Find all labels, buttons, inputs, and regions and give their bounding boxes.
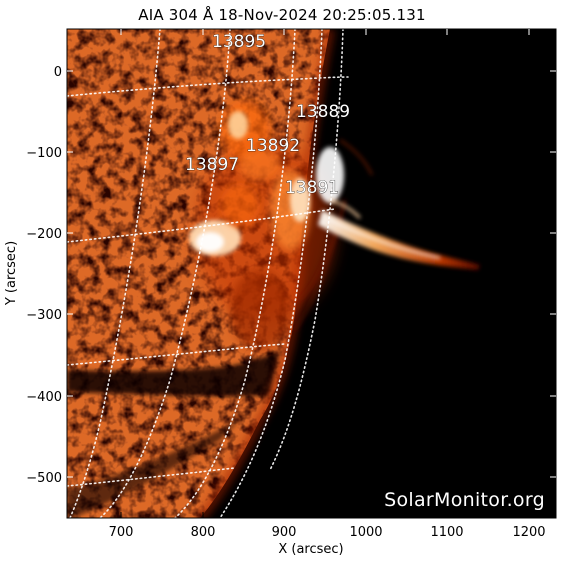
x-tick-label: 1100	[430, 525, 463, 540]
lower-dark-band	[67, 420, 240, 518]
y-tick-label: −200	[26, 227, 62, 242]
x-tick-label: 700	[109, 525, 134, 540]
plot-frame	[66, 28, 557, 519]
y-tick-label: −100	[26, 146, 62, 161]
y-axis-label: Y (arcsec)	[4, 241, 19, 306]
x-tick-label: 900	[272, 525, 297, 540]
eruptive-jet	[318, 198, 480, 270]
heliographic-grid	[67, 29, 349, 518]
y-tick-label: 0	[54, 65, 62, 80]
active-region-label-13895: 13895	[212, 32, 266, 52]
active-region-complex	[189, 100, 344, 350]
x-tick-labels: 700 800 900 1000 1100 1200	[109, 525, 546, 540]
x-tick-label: 1000	[349, 525, 382, 540]
x-axis-label: X (arcsec)	[278, 542, 343, 557]
x-tick-label: 800	[191, 525, 216, 540]
x-tick-label: 1200	[512, 525, 545, 540]
x-axis	[120, 29, 530, 518]
image-title: AIA 304 Å 18-Nov-2024 20:25:05.131	[138, 6, 426, 24]
y-axis	[67, 70, 556, 478]
y-tick-label: −500	[26, 471, 62, 486]
active-region-label-13891: 13891	[285, 178, 339, 198]
active-region-label-13897: 13897	[185, 155, 239, 175]
dark-filament-channel	[67, 350, 280, 397]
active-region-label-13892: 13892	[246, 136, 300, 156]
active-region-label-13889: 13889	[296, 102, 350, 122]
y-tick-label: −300	[26, 308, 62, 323]
limb-glow	[196, 29, 335, 518]
y-tick-label: −400	[26, 390, 62, 405]
active-region-labels: 13895 13889 13892 13897 13891	[185, 32, 351, 199]
y-tick-labels: 0 −100 −200 −300 −400 −500	[26, 65, 62, 486]
solarmonitor-watermark: SolarMonitor.org	[384, 489, 545, 511]
